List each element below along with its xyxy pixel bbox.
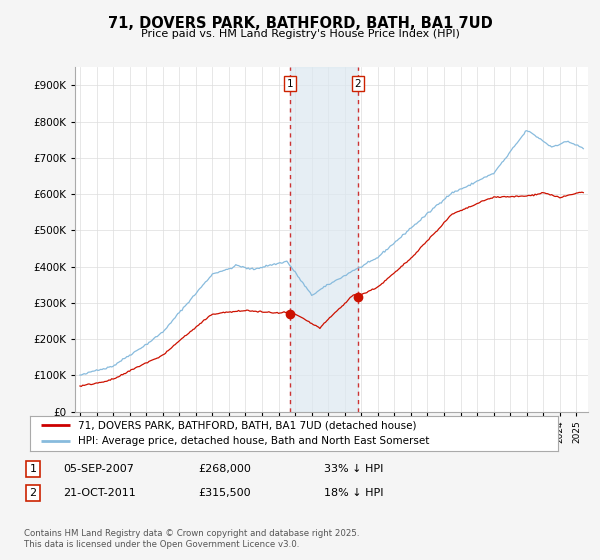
Text: £268,000: £268,000 (198, 464, 251, 474)
Text: Contains HM Land Registry data © Crown copyright and database right 2025.
This d: Contains HM Land Registry data © Crown c… (24, 529, 359, 549)
Bar (290, 67, 358, 412)
Text: 71, DOVERS PARK, BATHFORD, BATH, BA1 7UD (detached house): 71, DOVERS PARK, BATHFORD, BATH, BA1 7UD… (77, 421, 416, 431)
Text: 2: 2 (355, 78, 361, 88)
Text: 1: 1 (29, 464, 37, 474)
Text: 33% ↓ HPI: 33% ↓ HPI (324, 464, 383, 474)
Text: 2: 2 (29, 488, 37, 498)
Text: £315,500: £315,500 (198, 488, 251, 498)
Text: 18% ↓ HPI: 18% ↓ HPI (324, 488, 383, 498)
Text: 21-OCT-2011: 21-OCT-2011 (63, 488, 136, 498)
Text: HPI: Average price, detached house, Bath and North East Somerset: HPI: Average price, detached house, Bath… (77, 436, 429, 446)
Text: Price paid vs. HM Land Registry's House Price Index (HPI): Price paid vs. HM Land Registry's House … (140, 29, 460, 39)
Text: 05-SEP-2007: 05-SEP-2007 (63, 464, 134, 474)
Text: 71, DOVERS PARK, BATHFORD, BATH, BA1 7UD: 71, DOVERS PARK, BATHFORD, BATH, BA1 7UD (107, 16, 493, 31)
Text: 1: 1 (286, 78, 293, 88)
